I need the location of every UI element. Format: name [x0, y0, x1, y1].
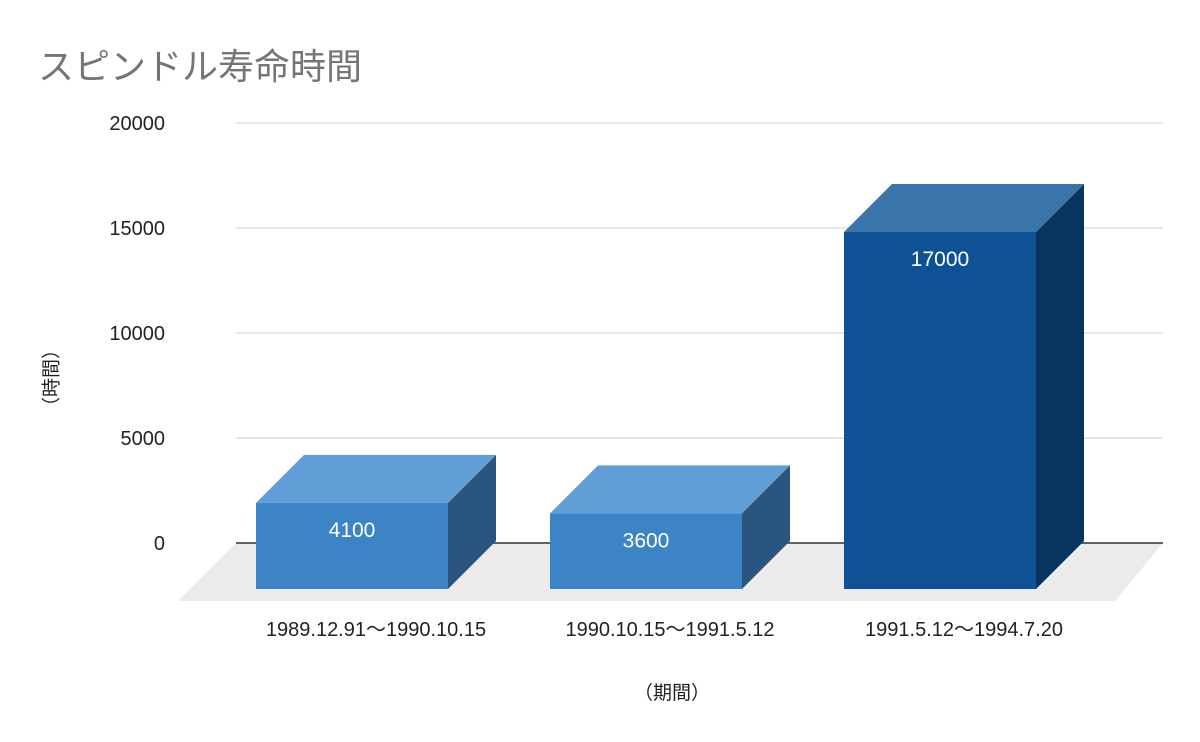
bar-top	[844, 184, 1084, 232]
bar-side	[1036, 184, 1084, 589]
bar-side	[742, 465, 790, 589]
bar	[844, 232, 1036, 589]
data-label: 3600	[623, 529, 670, 552]
bar-top	[550, 465, 790, 514]
x-tick-label: 1989.12.91～1990.10.15	[266, 619, 486, 641]
bar-top	[256, 454, 496, 503]
data-label: 17000	[911, 248, 969, 271]
data-label: 4100	[329, 519, 376, 542]
chart-title: スピンドル寿命時間	[38, 47, 363, 88]
x-tick-label: 1991.5.12～1994.7.20	[865, 619, 1063, 641]
y-tick-label: 10000	[109, 323, 165, 345]
y-tick-label: 15000	[109, 218, 165, 240]
bar	[256, 502, 448, 589]
y-tick-label: 0	[154, 533, 165, 555]
y-tick-label: 5000	[121, 428, 166, 450]
x-axis-label: （期間）	[633, 682, 711, 704]
bar-side	[448, 454, 496, 589]
x-tick-label: 1990.10.15～1991.5.12	[565, 619, 774, 641]
y-tick-label: 20000	[109, 113, 165, 135]
bar	[550, 513, 742, 589]
